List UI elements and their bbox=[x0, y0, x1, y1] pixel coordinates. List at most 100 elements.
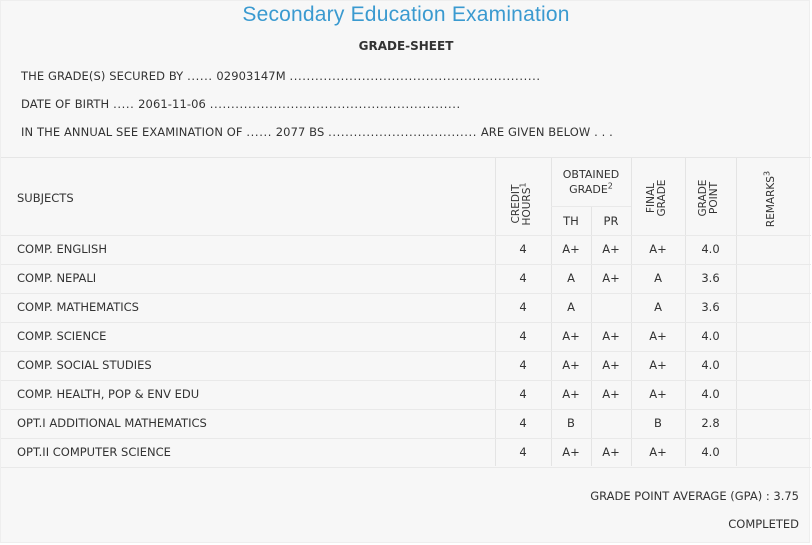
subject-cell: OPT.I ADDITIONAL MATHEMATICS bbox=[17, 416, 207, 430]
th-grade-cell: A+ bbox=[562, 358, 580, 372]
final-grade-cell: A+ bbox=[649, 242, 667, 256]
pr-grade-cell: A+ bbox=[602, 358, 620, 372]
dot-leader: ...... bbox=[246, 125, 272, 139]
final-grade-cell: A+ bbox=[649, 445, 667, 459]
info-line-dob: DATE OF BIRTH ..... 2061-11-06 .........… bbox=[21, 97, 461, 111]
dot-leader: ........................................… bbox=[209, 97, 461, 111]
final-grade-cell: A+ bbox=[649, 329, 667, 343]
final-grade-cell: A+ bbox=[649, 358, 667, 372]
dot-leader: ................................... bbox=[328, 125, 478, 139]
header-pr: PR bbox=[603, 214, 619, 228]
final-grade-cell: B bbox=[654, 416, 662, 430]
row-divider bbox=[1, 467, 811, 468]
subject-cell: COMP. NEPALI bbox=[17, 271, 97, 285]
gpa-value: 3.75 bbox=[773, 489, 799, 503]
row-divider bbox=[1, 438, 811, 439]
footnote-marker: 1 bbox=[518, 182, 528, 188]
dob-value: 2061-11-06 bbox=[138, 97, 206, 111]
status-text: COMPLETED bbox=[728, 517, 799, 531]
header-obtained-line1: OBTAINED bbox=[562, 168, 620, 181]
header-grade-point: GRADE POINT bbox=[697, 168, 722, 228]
header-obtained-grade: OBTAINED GRADE2 bbox=[551, 167, 631, 197]
th-grade-cell: A+ bbox=[562, 242, 580, 256]
row-divider bbox=[1, 293, 811, 294]
column-divider bbox=[685, 158, 686, 466]
credit-hours-cell: 4 bbox=[519, 358, 527, 372]
column-divider bbox=[736, 158, 737, 466]
header-subjects: SUBJECTS bbox=[17, 191, 74, 205]
grade-point-cell: 4.0 bbox=[701, 387, 720, 401]
header-th: TH bbox=[563, 214, 579, 228]
th-grade-cell: A+ bbox=[562, 445, 580, 459]
subject-cell: COMP. ENGLISH bbox=[17, 242, 107, 256]
row-divider bbox=[1, 351, 811, 352]
column-divider bbox=[631, 158, 632, 466]
grade-point-cell: 2.8 bbox=[701, 416, 720, 430]
symbol-number: 02903147M bbox=[216, 69, 286, 83]
header-credit-hours-line2: HOURS bbox=[521, 187, 533, 226]
subject-cell: COMP. MATHEMATICS bbox=[17, 300, 139, 314]
dob-label: DATE OF BIRTH bbox=[21, 97, 110, 111]
header-remarks-label: REMARKS bbox=[765, 176, 777, 228]
row-divider bbox=[551, 206, 631, 207]
credit-hours-cell: 4 bbox=[519, 445, 527, 459]
credit-hours-cell: 4 bbox=[519, 271, 527, 285]
header-final-line2: GRADE bbox=[656, 179, 668, 217]
dot-leader: ...... bbox=[187, 69, 213, 83]
page-subtitle: GRADE-SHEET bbox=[358, 39, 454, 53]
row-divider bbox=[1, 322, 811, 323]
info-line-exam: IN THE ANNUAL SEE EXAMINATION OF ...... … bbox=[21, 125, 613, 139]
credit-hours-cell: 4 bbox=[519, 387, 527, 401]
subject-cell: COMP. SCIENCE bbox=[17, 329, 107, 343]
row-divider bbox=[1, 409, 811, 410]
subject-cell: COMP. HEALTH, POP & ENV EDU bbox=[17, 387, 200, 401]
column-divider bbox=[591, 206, 592, 466]
pr-grade-cell: A+ bbox=[602, 329, 620, 343]
dot-leader: ........................................… bbox=[289, 69, 541, 83]
header-final-grade: FINAL GRADE bbox=[645, 168, 670, 228]
dot-leader: ..... bbox=[113, 97, 135, 111]
grade-point-cell: 3.6 bbox=[701, 300, 720, 314]
column-divider bbox=[551, 158, 552, 466]
th-grade-cell: A+ bbox=[562, 387, 580, 401]
symbol-label: THE GRADE(S) SECURED BY bbox=[21, 69, 184, 83]
header-remarks: REMARKS3 bbox=[762, 159, 780, 239]
grade-point-cell: 4.0 bbox=[701, 242, 720, 256]
header-obtained-line2: GRADE bbox=[569, 183, 608, 196]
gpa-label: GRADE POINT AVERAGE (GPA) : bbox=[590, 489, 770, 503]
column-divider bbox=[495, 158, 496, 466]
subject-cell: OPT.II COMPUTER SCIENCE bbox=[17, 445, 171, 459]
info-line-symbol: THE GRADE(S) SECURED BY ...... 02903147M… bbox=[21, 69, 541, 83]
exam-year: 2077 BS bbox=[275, 125, 325, 139]
th-grade-cell: A bbox=[567, 271, 575, 285]
grade-point-cell: 4.0 bbox=[701, 445, 720, 459]
gpa-line: GRADE POINT AVERAGE (GPA) : 3.75 bbox=[590, 489, 799, 503]
footnote-marker: 2 bbox=[607, 181, 613, 191]
header-gp-line2: POINT bbox=[708, 182, 720, 214]
credit-hours-cell: 4 bbox=[519, 329, 527, 343]
exam-suffix: ARE GIVEN BELOW . . . bbox=[480, 125, 613, 139]
header-credit-hours: CREDIT HOURS1 bbox=[510, 174, 535, 234]
th-grade-cell: A+ bbox=[562, 329, 580, 343]
final-grade-cell: A bbox=[654, 271, 662, 285]
grade-point-cell: 4.0 bbox=[701, 358, 720, 372]
th-grade-cell: B bbox=[567, 416, 575, 430]
subject-cell: COMP. SOCIAL STUDIES bbox=[17, 358, 152, 372]
pr-grade-cell: A+ bbox=[602, 271, 620, 285]
row-divider bbox=[1, 264, 811, 265]
divider bbox=[1, 157, 811, 158]
footnote-marker: 3 bbox=[762, 170, 772, 177]
credit-hours-cell: 4 bbox=[519, 416, 527, 430]
row-divider bbox=[1, 235, 811, 236]
grade-point-cell: 3.6 bbox=[701, 271, 720, 285]
credit-hours-cell: 4 bbox=[519, 242, 527, 256]
final-grade-cell: A bbox=[654, 300, 662, 314]
th-grade-cell: A bbox=[567, 300, 575, 314]
final-grade-cell: A+ bbox=[649, 387, 667, 401]
pr-grade-cell: A+ bbox=[602, 445, 620, 459]
pr-grade-cell: A+ bbox=[602, 242, 620, 256]
row-divider bbox=[1, 380, 811, 381]
grade-point-cell: 4.0 bbox=[701, 329, 720, 343]
exam-label: IN THE ANNUAL SEE EXAMINATION OF bbox=[21, 125, 243, 139]
